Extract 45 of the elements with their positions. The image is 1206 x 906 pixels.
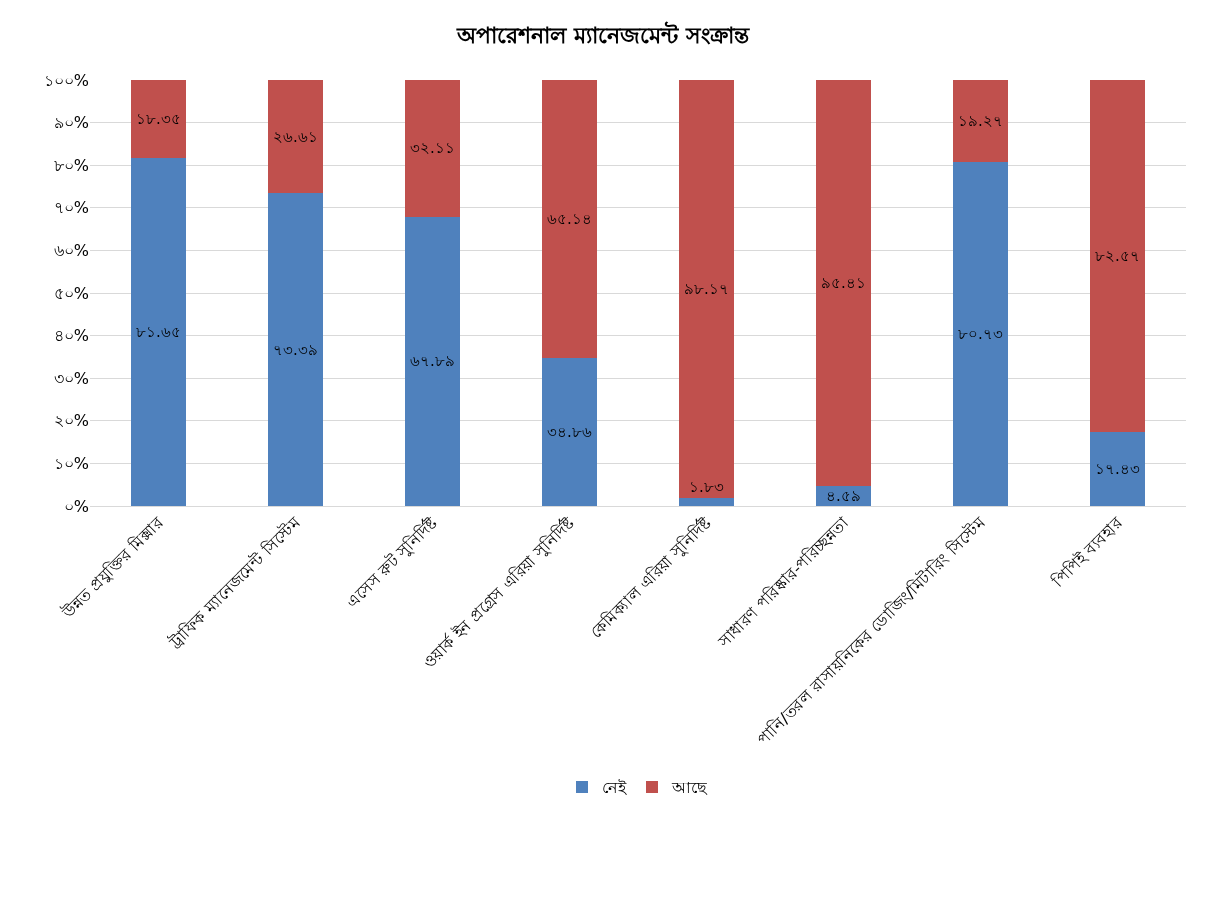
bar	[953, 162, 1008, 506]
bar	[542, 357, 597, 506]
legend-label: আছে	[671, 778, 708, 798]
data-label: ৩২.১১	[410, 139, 455, 157]
bar	[953, 80, 1008, 163]
legend-label: নেই	[602, 778, 627, 798]
bar	[268, 80, 323, 194]
bar	[405, 216, 460, 506]
y-tick-label: ১০%	[53, 454, 89, 473]
y-tick-label: ০%	[63, 496, 89, 516]
bar	[131, 80, 186, 159]
data-label: ৬৭.৮৯	[410, 352, 455, 370]
data-label: ৮১.৬৫	[136, 323, 181, 341]
data-label: ১৮.৩৫	[136, 110, 181, 128]
y-tick-label: ৭০%	[53, 198, 89, 218]
data-label: ৪.৫৯	[826, 487, 861, 505]
y-tick-label: ৫০%	[53, 283, 89, 303]
bar	[679, 498, 734, 506]
bar	[1090, 431, 1145, 506]
bar	[542, 80, 597, 358]
chart-title: অপারেশনাল ম্যানেজমেন্ট সংক্রান্ত	[456, 20, 750, 48]
y-tick-label: ১০০%	[43, 70, 89, 90]
data-label: ৬৫.১৪	[547, 210, 592, 228]
y-tick-label: ৩০%	[53, 368, 89, 388]
bar	[679, 80, 734, 499]
y-tick-label: ৮০%	[53, 155, 89, 175]
bar	[405, 80, 460, 217]
bar	[1090, 80, 1145, 432]
data-label: ৯৫.৪১	[821, 274, 866, 292]
data-label: ৩৪.৮৬	[547, 423, 592, 441]
data-label: ২৬.৬১	[273, 128, 318, 146]
data-label: ১৭.৪৩	[1095, 460, 1140, 478]
y-tick-label: ৪০%	[53, 326, 89, 346]
y-tick-label: ৬০%	[53, 241, 89, 260]
data-label: ৯৮.১৭	[684, 280, 729, 298]
bar	[131, 158, 186, 506]
y-tick-label: ৯০%	[53, 113, 89, 133]
y-tick-label: ২০%	[53, 411, 89, 431]
bar	[268, 193, 323, 506]
data-label: ১৯.২৭	[958, 112, 1003, 130]
data-label: ৭৩.৩৯	[273, 341, 318, 359]
bar	[816, 80, 871, 487]
data-label: ১.৮৩	[689, 478, 724, 496]
data-label: ৮২.৫৭	[1095, 247, 1140, 265]
data-label: ৮০.৭৩	[958, 325, 1003, 343]
